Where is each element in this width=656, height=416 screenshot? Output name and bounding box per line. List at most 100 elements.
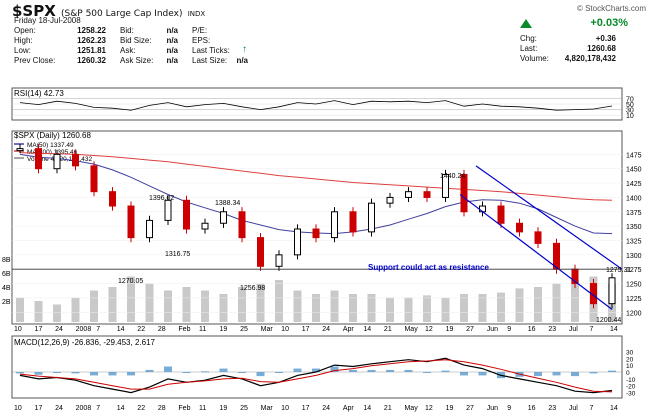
prev-close-value: 1260.32 <box>77 56 106 65</box>
price-tick-label: 1350 <box>626 224 642 231</box>
macd-tick-label: -20 <box>626 384 636 391</box>
price-candle <box>275 254 283 267</box>
macd-histogram-bar <box>404 369 413 372</box>
x-axis-label: Feb <box>178 326 190 333</box>
rsi-tick-label: 30 <box>626 108 634 115</box>
signal-line <box>19 359 613 393</box>
price-candle <box>534 231 542 244</box>
macd-histogram-bar <box>127 372 135 376</box>
price-tick-label: 1225 <box>626 296 642 303</box>
rsi-tick-label: 70 <box>626 96 634 103</box>
symbol: $SPX <box>12 2 56 20</box>
macd-histogram-bar <box>182 372 191 373</box>
price-candle <box>257 237 264 267</box>
x-axis-label: 19 <box>446 405 454 412</box>
price-tick-label: 1475 <box>626 152 642 159</box>
resistance-annotation: Support could act as resistance <box>368 263 489 272</box>
bid-label: Bid: <box>120 26 134 35</box>
x-axis-label: 27 <box>466 405 474 412</box>
volume-tick-label: 4B <box>2 285 11 292</box>
macd-tick-label: -10 <box>626 377 636 384</box>
prev-close-label: Prev Close: <box>14 56 56 65</box>
volume-bar <box>16 297 24 322</box>
channel-lower-line <box>459 194 613 310</box>
macd-histogram-bar <box>293 368 302 372</box>
price-candle <box>442 173 449 198</box>
macd-histogram-bar <box>608 370 616 372</box>
volume-bar <box>478 294 487 322</box>
macd-histogram-bar <box>423 372 431 373</box>
up-tick-icon: ↑ <box>242 44 247 55</box>
volume-bar <box>460 294 468 322</box>
volume-bar <box>441 297 450 322</box>
macd-histogram-bar <box>589 372 598 374</box>
volume-bar <box>182 287 191 322</box>
rsi-line <box>19 100 613 111</box>
macd-histogram-bar <box>16 372 24 374</box>
low-value: 1251.81 <box>77 46 106 55</box>
x-axis-label: 9 <box>507 405 511 412</box>
x-axis-label: Jul <box>569 326 578 333</box>
price-candle <box>35 148 42 170</box>
price-tick-label: 1300 <box>626 253 642 260</box>
macd-histogram-bar <box>312 368 320 372</box>
x-axis-label: Mar <box>261 326 274 333</box>
chg-value: +0.36 <box>595 34 616 43</box>
macd-tick-label: 20 <box>626 356 634 363</box>
volume-bar <box>312 294 320 322</box>
x-axis-label: Feb <box>178 405 190 412</box>
volume-value: 4,820,178,432 <box>564 54 616 63</box>
macd-tick-label: 30 <box>626 349 634 356</box>
high-value: 1262.23 <box>77 36 106 45</box>
last-label: Last: <box>520 44 538 53</box>
volume-bar <box>90 290 98 322</box>
volume-bar <box>275 280 283 322</box>
x-axis-label: 10 <box>14 326 22 333</box>
macd-histogram-bar <box>256 372 265 377</box>
volume-bar <box>34 301 43 322</box>
volume-tick-label: 8B <box>2 257 11 264</box>
x-axis-label: May <box>404 405 418 412</box>
x-axis-label: 10 <box>14 405 22 412</box>
x-axis-label: 19 <box>220 326 228 333</box>
x-axis-label: 7 <box>589 326 593 333</box>
macd-histogram-bar <box>275 372 283 373</box>
chg-label: Chg: <box>520 34 537 43</box>
volume-bar <box>367 294 376 322</box>
high-label: High: <box>14 36 33 45</box>
volume-bar <box>386 297 394 322</box>
price-candle <box>516 222 523 233</box>
x-axis-label: May <box>404 326 418 333</box>
volume-bar <box>404 297 413 322</box>
up-arrow-icon <box>520 19 532 28</box>
macd-histogram-bar <box>349 369 357 372</box>
volume-bar <box>423 295 431 322</box>
price-candle <box>127 205 135 239</box>
ask-value: n/a <box>166 46 178 55</box>
macd-label: MACD(12,26,9) -26.836, -29.453, 2.617 <box>14 338 156 347</box>
price-candle <box>405 191 412 198</box>
macd-histogram-bar <box>34 372 43 375</box>
last-size-label: Last Size: <box>192 56 228 65</box>
macd-histogram-bar <box>460 372 468 376</box>
rsi-tick-label: 10 <box>626 113 634 120</box>
x-axis-label: 28 <box>158 405 166 412</box>
price-candle <box>164 199 172 221</box>
ask-size-label: Ask Size: <box>120 56 154 65</box>
x-axis-label: Mar <box>261 405 274 412</box>
price-annotation-label: 1440.24 <box>440 173 465 180</box>
x-axis-label: 7 <box>96 326 100 333</box>
bid-size-label: Bid Size: <box>120 36 152 45</box>
macd-histogram-bar <box>238 372 246 373</box>
price-candle <box>312 228 320 239</box>
open-value: 1258.22 <box>77 26 106 35</box>
volume-bar <box>108 287 117 322</box>
price-tick-label: 1425 <box>626 181 642 188</box>
quote-date: Friday 18-Jul-2008 <box>14 16 81 25</box>
x-axis-label: 2008 <box>76 326 92 333</box>
volume-bar <box>71 297 80 322</box>
macd-histogram-bar <box>571 372 579 377</box>
last-value: 1260.68 <box>587 44 616 53</box>
volume-bar <box>53 304 61 322</box>
price-annotation-label: 1396.02 <box>149 195 174 202</box>
